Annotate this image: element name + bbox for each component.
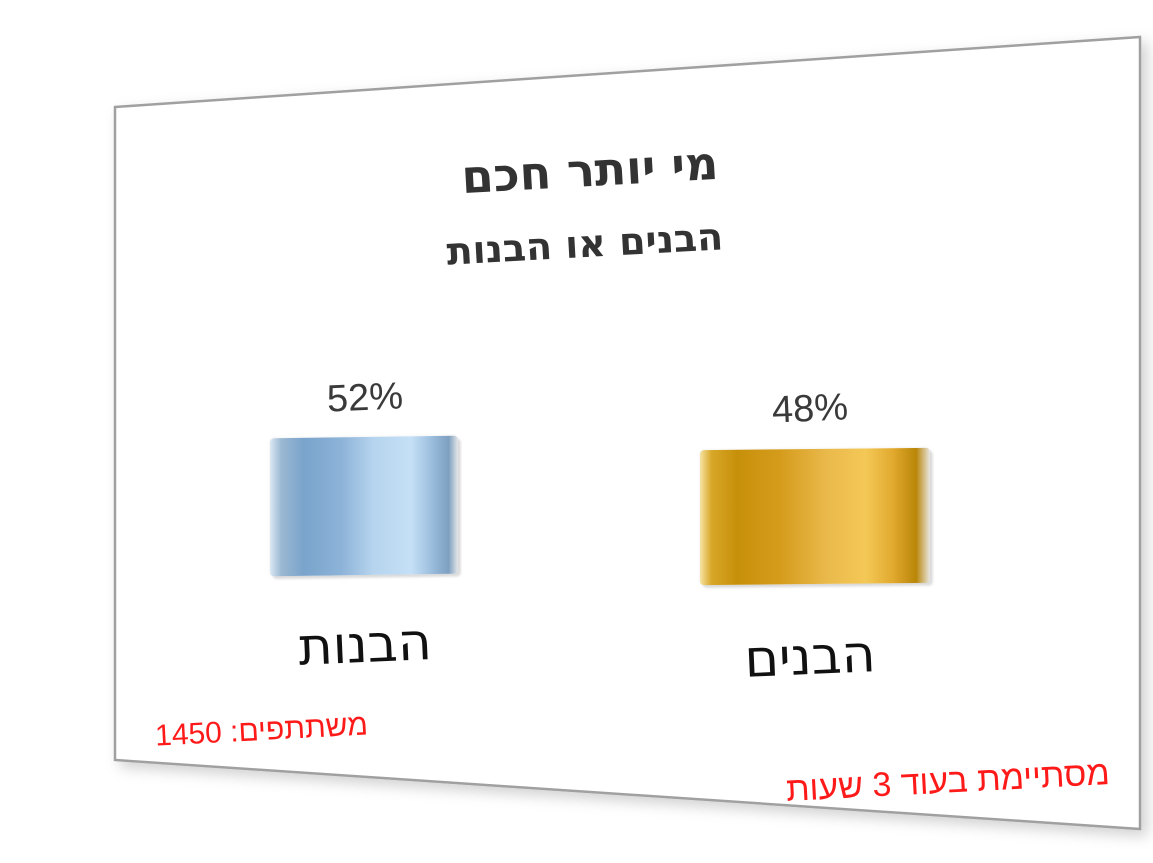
boys-vote-bar[interactable] — [700, 447, 930, 586]
participants-number: 1450 — [154, 716, 223, 753]
girls-percent: 52% — [326, 375, 404, 421]
boys-percent: 48% — [771, 386, 849, 432]
girls-vote-bar[interactable] — [270, 435, 458, 577]
girls-option-label[interactable]: הבנות — [297, 612, 433, 678]
boys-option-label[interactable]: הבנים — [743, 624, 877, 690]
participants-label: משתתפים: — [229, 708, 369, 749]
